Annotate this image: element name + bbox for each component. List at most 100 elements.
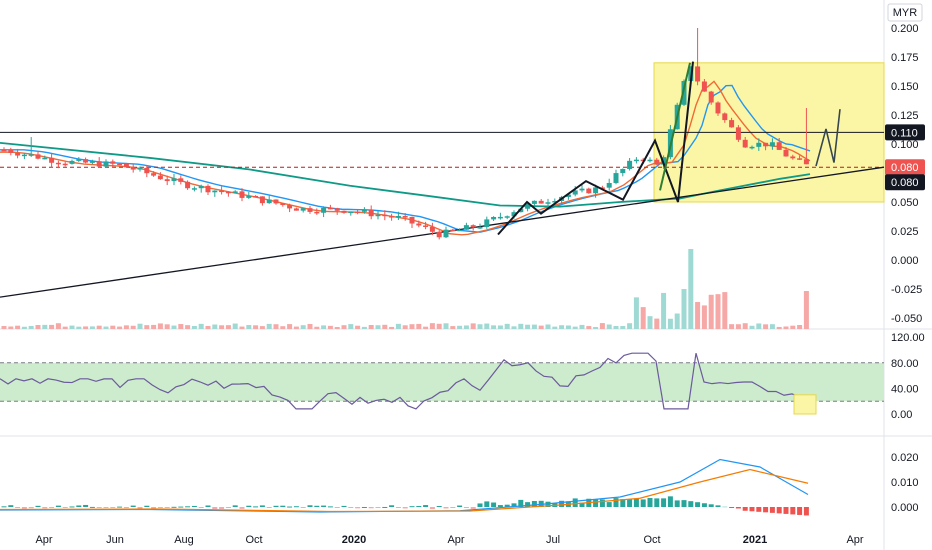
macd-histogram-bar — [375, 507, 381, 508]
volume-bar — [110, 325, 116, 329]
macd-histogram-bar — [742, 507, 748, 511]
volume-bar — [144, 325, 150, 329]
macd-histogram-bar — [402, 507, 408, 509]
volume-bar — [239, 326, 245, 329]
macd-histogram-bar — [797, 507, 803, 515]
volume-bar — [497, 325, 503, 329]
candle-body — [552, 200, 558, 203]
volume-bar — [83, 326, 89, 329]
candle-body — [89, 161, 95, 163]
candle-body — [239, 191, 245, 198]
macd-histogram-bar — [151, 507, 157, 510]
time-axis-label: Apr — [846, 534, 863, 546]
candle-body — [450, 229, 456, 232]
volume-bar — [151, 324, 157, 329]
volume-bar — [613, 326, 619, 329]
candle-body — [246, 195, 252, 198]
macd-histogram-bar — [49, 507, 55, 508]
volume-bar — [599, 323, 605, 329]
candle-body — [627, 160, 633, 169]
candle-body — [776, 142, 782, 150]
volume-bar — [28, 325, 34, 329]
candle-body — [695, 66, 701, 82]
volume-bar — [76, 326, 82, 329]
candle-body — [416, 223, 422, 226]
volume-bar — [246, 325, 252, 329]
candle-body — [722, 113, 728, 121]
volume-bar — [225, 325, 231, 329]
time-axis-label: Apr — [35, 534, 52, 546]
volume-bar — [259, 326, 265, 329]
candle-body — [368, 209, 374, 217]
macd-histogram-bar — [620, 499, 626, 507]
volume-bar — [484, 323, 490, 329]
candle-body — [715, 102, 721, 114]
candle-body — [599, 187, 605, 189]
price-tick-label: 0.125 — [891, 110, 919, 122]
time-axis-label: Oct — [643, 534, 660, 546]
candle-body — [763, 142, 769, 147]
candle-body — [266, 199, 272, 204]
candle-body — [334, 208, 340, 211]
candle-body — [327, 207, 333, 210]
candle-body — [504, 216, 510, 218]
candle-body — [518, 208, 524, 213]
volume-bar — [688, 249, 694, 329]
macd-histogram-bar — [348, 507, 354, 508]
rsi-tick-label: 0.00 — [891, 409, 912, 421]
macd-histogram-bar — [409, 506, 415, 508]
candle-body — [729, 120, 735, 128]
macd-histogram-bar — [572, 498, 578, 507]
macd-histogram-bar — [76, 505, 82, 507]
candle-body — [579, 188, 585, 191]
macd-histogram-bar — [457, 505, 463, 507]
volume-bar — [640, 307, 646, 329]
volume-bar — [395, 323, 401, 329]
candle-body — [280, 203, 286, 206]
candle-body — [586, 188, 592, 194]
candle-body — [545, 202, 551, 204]
macd-histogram-bar — [429, 507, 435, 510]
candle-body — [511, 212, 517, 217]
volume-bar — [402, 325, 408, 329]
volume-bar — [212, 324, 218, 329]
volume-bar — [545, 324, 551, 329]
macd-histogram-bar — [491, 502, 497, 507]
macd-histogram-bar — [450, 507, 456, 508]
macd-histogram-bar — [212, 507, 218, 510]
price-tick-label: 0.150 — [891, 81, 919, 93]
macd-histogram-bar — [749, 507, 755, 512]
macd-histogram-bar — [157, 507, 163, 508]
macd-histogram-bar — [715, 505, 721, 507]
candle-body — [117, 163, 123, 166]
candle-body — [69, 160, 75, 164]
macd-histogram-bar — [287, 506, 293, 508]
price-tick-label: 0.000 — [891, 255, 919, 267]
volume-bar — [763, 324, 769, 329]
volume-bar — [1, 326, 7, 329]
macd-histogram-bar — [511, 503, 517, 507]
macd-histogram-bar — [769, 507, 775, 513]
price-marker — [885, 174, 925, 191]
macd-tick-label: 0.020 — [891, 452, 919, 464]
volume-bar — [606, 324, 612, 329]
volume-bar — [572, 326, 578, 329]
price-marker-label: 0.110 — [891, 127, 918, 139]
volume-bar — [457, 325, 463, 329]
volume-bar — [803, 291, 809, 329]
macd-line — [0, 458, 809, 513]
volume-bar — [103, 326, 109, 329]
candle-body — [62, 163, 68, 166]
volume-bar — [389, 326, 395, 329]
volume-bar — [348, 324, 354, 329]
macd-histogram-bar — [144, 505, 150, 507]
candle-body — [620, 168, 626, 174]
price-tick-label: 0.100 — [891, 139, 919, 151]
volume-bar — [89, 326, 95, 329]
volume-bar — [661, 292, 667, 329]
volume-bar — [293, 326, 299, 329]
volume-bar — [273, 324, 279, 329]
volume-bar — [409, 324, 415, 329]
macd-histogram-bar — [225, 507, 231, 508]
